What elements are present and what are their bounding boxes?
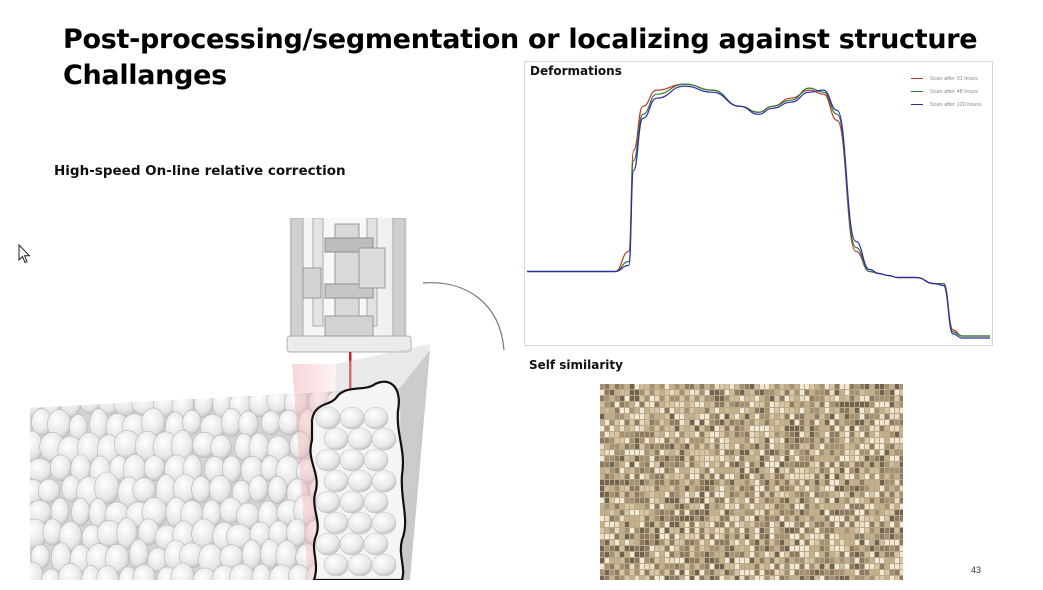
- series-line-2: [527, 83, 990, 337]
- slide-title: Post-processing/segmentation or localizi…: [63, 22, 978, 94]
- legend-swatch: [911, 104, 923, 105]
- self-similarity-texture-image: [600, 384, 904, 581]
- legend-item: Scan after 120 hours: [911, 98, 981, 111]
- mouse-pointer-icon: [18, 243, 32, 269]
- self-similarity-title: Self similarity: [529, 358, 623, 372]
- extruded-material-illustration: [30, 340, 440, 585]
- chart-legend: Scan after 01 hours Scan after 48 hours Sc…: [911, 72, 981, 111]
- legend-label: Scan after 120 hours: [930, 101, 982, 108]
- legend-label: Scan after 01 hours: [930, 75, 979, 82]
- deformations-plot-area: [527, 83, 990, 339]
- connector-arc: [420, 280, 510, 357]
- legend-swatch: [911, 91, 923, 92]
- correction-subtitle: High-speed On-line relative correction: [54, 163, 346, 179]
- series-line-1: [527, 83, 990, 337]
- legend-item: Scan after 48 hours: [911, 85, 981, 98]
- page-number: 43: [971, 565, 982, 575]
- legend-swatch: [911, 78, 923, 79]
- slide-title-line2: Challanges: [63, 60, 227, 91]
- legend-item: Scan after 01 hours: [911, 72, 981, 85]
- slide-title-line1: Post-processing/segmentation or localizi…: [63, 24, 978, 55]
- deformations-chart: Deformations Scan after 01 hours Scan aft…: [524, 61, 993, 346]
- legend-label: Scan after 48 hours: [930, 88, 979, 95]
- series-line-3: [527, 85, 990, 339]
- deformations-title: Deformations: [530, 64, 622, 78]
- print-head-illustration: [285, 217, 415, 403]
